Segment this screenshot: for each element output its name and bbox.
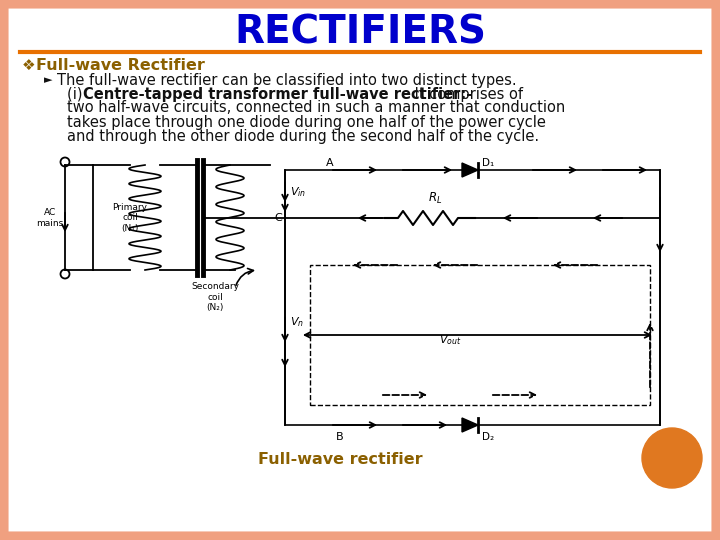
- Text: $V_{out}$: $V_{out}$: [438, 333, 462, 347]
- Text: RECTIFIERS: RECTIFIERS: [234, 13, 486, 51]
- Text: (i): (i): [67, 86, 87, 102]
- Text: B: B: [336, 432, 344, 442]
- Text: ❖: ❖: [22, 57, 35, 72]
- Text: two half-wave circuits, connected in such a manner that conduction: two half-wave circuits, connected in suc…: [67, 100, 565, 116]
- Text: A: A: [326, 158, 334, 168]
- Text: $V_n$: $V_n$: [290, 315, 304, 329]
- Text: Full-wave rectifier: Full-wave rectifier: [258, 453, 423, 468]
- Text: ►: ►: [44, 75, 53, 85]
- FancyBboxPatch shape: [3, 3, 717, 537]
- Text: C: C: [274, 213, 282, 223]
- Polygon shape: [462, 163, 478, 177]
- Text: D₁: D₁: [482, 158, 494, 168]
- Text: The full-wave rectifier can be classified into two distinct types.: The full-wave rectifier can be classifie…: [57, 72, 517, 87]
- Text: takes place through one diode during one half of the power cycle: takes place through one diode during one…: [67, 114, 546, 130]
- Text: Full-wave Rectifier: Full-wave Rectifier: [36, 57, 205, 72]
- Text: It comprises of: It comprises of: [410, 86, 523, 102]
- Text: Centre-tapped transformer full-wave rectifier:-: Centre-tapped transformer full-wave rect…: [83, 86, 472, 102]
- Text: D₂: D₂: [482, 432, 494, 442]
- Text: and through the other diode during the second half of the cycle.: and through the other diode during the s…: [67, 129, 539, 144]
- Circle shape: [642, 428, 702, 488]
- Text: Secondary
coil
(N₂): Secondary coil (N₂): [191, 282, 239, 312]
- Bar: [285, 170, 660, 425]
- Text: Primary
coil
(N₁): Primary coil (N₁): [112, 203, 148, 233]
- Bar: [310, 265, 650, 405]
- Text: $R_L$: $R_L$: [428, 191, 442, 206]
- Polygon shape: [462, 418, 478, 432]
- Text: $V_{in}$: $V_{in}$: [290, 185, 306, 199]
- Text: AC
mains: AC mains: [37, 208, 63, 228]
